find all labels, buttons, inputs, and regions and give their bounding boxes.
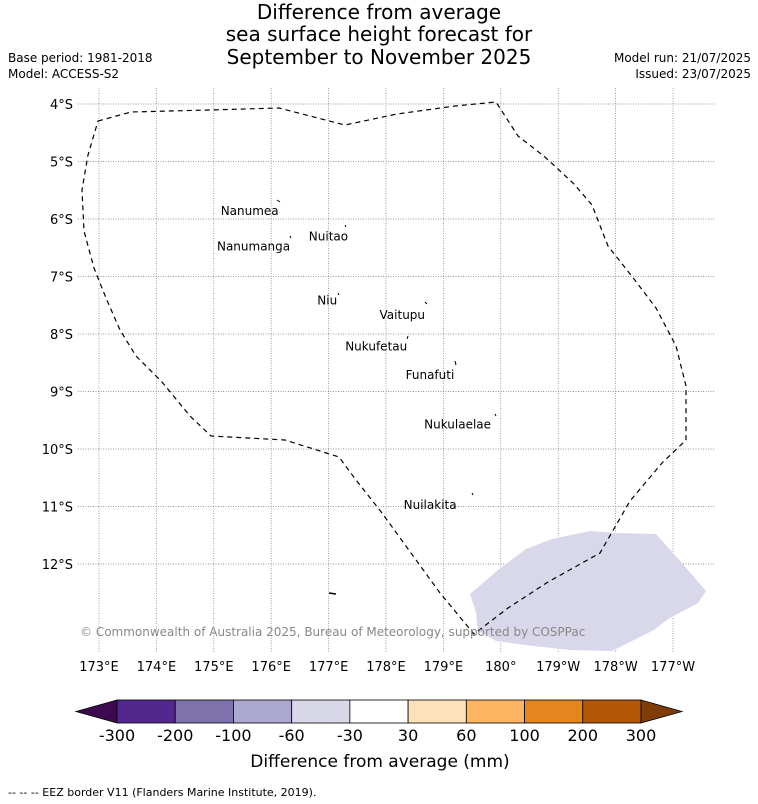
nanumanga-atoll [289, 235, 292, 239]
niu-atoll [337, 292, 340, 296]
longitude-label: 179°W [536, 660, 580, 675]
title-line-3: September to November 2025 [226, 45, 532, 69]
colorbar-low-extension [74, 699, 118, 724]
place-label: Nukufetau [345, 340, 407, 354]
longitude-label: 180° [485, 660, 516, 675]
colorbar-high-extension [640, 699, 684, 724]
model-run-date: Model run: 21/07/2025 [613, 51, 751, 65]
colorbar-tick-label: -300 [99, 726, 135, 745]
title-line-1: Difference from average [256, 0, 502, 24]
base-period: Base period: 1981-2018 [8, 51, 153, 65]
model-name: Model: ACCESS-S2 [8, 67, 120, 81]
longitude-labels: 173°E 174°E 175°E 176°E 177°E 178°E 179°E 180° 1… [79, 660, 695, 675]
longitude-label: 175°E [194, 660, 234, 675]
place-label: Nuilakita [404, 498, 457, 512]
longitude-label: 178°E [366, 660, 406, 675]
colorbar-segment [465, 699, 525, 724]
latitude-label: 11°S [42, 501, 73, 516]
colorbar-segment [233, 699, 293, 724]
colorbar-tick-label: -200 [157, 726, 193, 745]
place-label: Vaitupu [380, 308, 426, 322]
colorbar-segment [524, 699, 584, 724]
colorbar-segment [349, 699, 409, 724]
nukufetau-atoll [406, 335, 409, 340]
latitude-label: 12°S [42, 558, 73, 573]
colorbar: -300 -200 -100 -60 -30 30 60 100 200 300 [74, 699, 684, 745]
place-label: Nukulaelae [424, 417, 491, 431]
colorbar-tick-label: -100 [215, 726, 251, 745]
colorbar-tick-label: 300 [626, 726, 657, 745]
copyright-notice: © Commonwealth of Australia 2025, Bureau… [80, 625, 586, 639]
place-label: Nanumea [221, 204, 279, 218]
colorbar-tick-label: -30 [337, 726, 363, 745]
colorbar-tick-label: -60 [279, 726, 305, 745]
longitude-label: 173°E [79, 660, 119, 675]
colorbar-tick-label: 200 [568, 726, 599, 745]
colorbar-segment [174, 699, 234, 724]
place-label: Funafuti [406, 368, 455, 382]
nuitao-atoll [344, 224, 347, 228]
latitude-label: 10°S [42, 443, 73, 458]
eez-border [81, 101, 687, 635]
nuilakita-atoll [471, 492, 474, 496]
colorbar-title: Difference from average (mm) [250, 752, 509, 772]
latitude-labels: 4°S 5°S 6°S 7°S 8°S 9°S 10°S 11°S 12°S [42, 98, 73, 573]
latitude-label: 9°S [50, 386, 73, 401]
longitude-label: 174°E [137, 660, 177, 675]
place-label: Nanumanga [217, 240, 290, 254]
colorbar-segment [582, 699, 642, 724]
colorbar-tick-label: 100 [509, 726, 540, 745]
colorbar-tick-label: 60 [456, 726, 476, 745]
latitude-label: 4°S [50, 98, 73, 113]
eez-legend-note: -- -- -- EEZ border V11 (Flanders Marine… [8, 786, 317, 799]
longitude-label: 177°E [309, 660, 349, 675]
nanumea-atoll [276, 199, 281, 203]
latitude-label: 7°S [50, 271, 73, 286]
vaitupu-atoll [424, 301, 428, 305]
place-labels: Nanumea Nuitao Nanumanga Niu Vaitupu Nukufeta… [217, 204, 491, 512]
colorbar-segment [291, 699, 351, 724]
colorbar-segment [116, 699, 176, 724]
longitude-label: 179°E [424, 660, 464, 675]
issued-date: Issued: 23/07/2025 [635, 67, 751, 81]
latitude-label: 5°S [50, 156, 73, 171]
latitude-label: 6°S [50, 213, 73, 228]
funafuti-atoll [454, 360, 457, 366]
nukulaelae-atoll [494, 413, 497, 417]
longitude-label: 178°W [594, 660, 638, 675]
colorbar-segment [407, 699, 467, 724]
place-label: Niu [317, 294, 337, 308]
latitude-label: 8°S [50, 328, 73, 343]
small-reef [328, 592, 337, 595]
colorbar-tick-label: 30 [398, 726, 418, 745]
longitude-label: 177°W [651, 660, 695, 675]
title-line-2: sea surface height forecast for [225, 22, 533, 46]
longitude-label: 176°E [251, 660, 291, 675]
place-label: Nuitao [309, 229, 348, 243]
anomaly-region [470, 531, 706, 651]
